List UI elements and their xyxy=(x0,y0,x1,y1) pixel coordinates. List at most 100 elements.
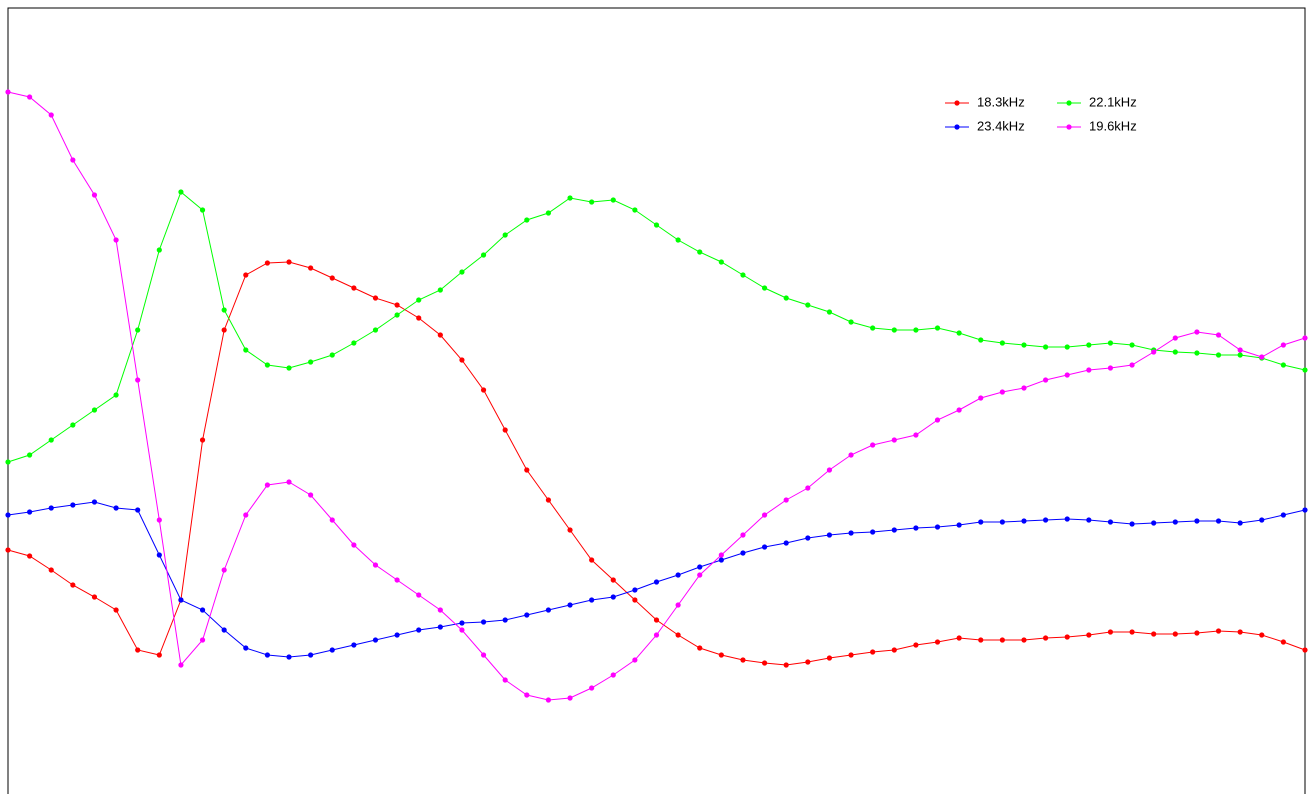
data-point xyxy=(913,525,919,531)
data-point xyxy=(459,620,465,626)
data-point xyxy=(783,540,789,546)
data-point xyxy=(632,597,638,603)
data-point xyxy=(70,582,76,588)
data-point xyxy=(1021,385,1027,391)
data-point xyxy=(913,642,919,648)
data-point xyxy=(329,647,335,653)
data-point xyxy=(826,655,833,661)
data-point xyxy=(1172,519,1178,525)
data-point xyxy=(1237,520,1243,526)
data-point xyxy=(956,330,962,336)
data-point xyxy=(632,207,638,213)
data-point xyxy=(761,285,768,291)
data-point xyxy=(740,532,746,538)
data-point xyxy=(372,295,379,301)
data-point xyxy=(567,195,573,201)
data-point xyxy=(1259,632,1265,638)
data-point xyxy=(372,562,379,568)
data-point xyxy=(1129,629,1135,635)
data-point xyxy=(848,530,854,536)
data-point xyxy=(91,192,98,198)
data-point xyxy=(697,645,703,651)
data-point xyxy=(740,550,746,556)
legend-label: 18.3kHz xyxy=(977,94,1025,109)
data-point xyxy=(978,637,984,643)
data-point xyxy=(1215,518,1222,524)
data-point xyxy=(437,332,443,338)
data-point xyxy=(610,197,616,203)
data-point xyxy=(610,577,616,583)
data-point xyxy=(545,497,552,503)
data-point xyxy=(416,297,422,303)
data-point xyxy=(178,597,184,603)
data-point xyxy=(740,657,746,663)
data-point xyxy=(783,662,789,668)
data-point xyxy=(1280,362,1286,368)
data-point xyxy=(394,302,400,308)
data-point xyxy=(416,592,422,598)
data-point xyxy=(1194,630,1200,636)
data-point xyxy=(934,524,941,530)
legend-label: 23.4kHz xyxy=(977,118,1025,133)
data-point xyxy=(502,427,508,433)
data-point xyxy=(1302,507,1308,513)
data-point xyxy=(805,485,811,491)
data-point xyxy=(761,512,768,518)
data-point xyxy=(783,497,789,503)
data-point xyxy=(5,89,11,95)
data-point xyxy=(286,479,292,485)
data-point xyxy=(1151,631,1157,637)
data-point xyxy=(221,327,227,333)
data-point xyxy=(113,607,119,613)
data-point xyxy=(718,652,724,658)
data-point xyxy=(372,637,379,643)
data-point xyxy=(286,259,292,265)
data-point xyxy=(891,647,897,653)
data-point xyxy=(870,325,876,331)
data-point xyxy=(1172,631,1178,637)
data-point xyxy=(1237,629,1243,635)
data-point xyxy=(1259,354,1265,360)
data-point xyxy=(697,564,703,570)
data-point xyxy=(805,659,811,665)
data-point xyxy=(5,459,11,465)
data-point xyxy=(1129,362,1135,368)
data-point xyxy=(243,272,249,278)
legend-label: 19.6kHz xyxy=(1089,118,1137,133)
data-point xyxy=(113,505,119,511)
data-point xyxy=(502,617,508,623)
data-point xyxy=(1107,365,1114,371)
data-point xyxy=(480,619,487,625)
legend: 18.3kHz 22.1kHz 23.4kHz 19.6kHz xyxy=(945,94,1137,133)
data-point xyxy=(567,602,573,608)
data-point xyxy=(394,577,400,583)
plot-area xyxy=(5,89,1308,703)
data-point xyxy=(178,189,184,195)
legend-label: 22.1kHz xyxy=(1089,94,1137,109)
data-point xyxy=(999,389,1005,395)
data-point xyxy=(956,635,962,641)
data-point xyxy=(567,527,573,533)
data-point xyxy=(1086,342,1092,348)
data-point xyxy=(697,249,703,255)
data-point xyxy=(264,362,270,368)
data-point xyxy=(1064,516,1070,522)
data-point xyxy=(156,552,162,558)
data-point xyxy=(610,594,616,600)
data-point xyxy=(502,232,508,238)
data-point xyxy=(308,265,314,271)
data-point xyxy=(1302,335,1308,341)
data-point xyxy=(199,207,206,213)
data-point xyxy=(978,337,984,343)
data-point xyxy=(156,517,162,523)
data-point xyxy=(135,647,141,653)
data-point xyxy=(27,509,33,515)
data-point xyxy=(826,532,833,538)
data-point xyxy=(999,340,1005,346)
data-point xyxy=(308,492,314,498)
data-point xyxy=(394,632,400,638)
data-point xyxy=(913,327,919,333)
data-point xyxy=(221,307,227,313)
data-point xyxy=(1129,521,1135,527)
